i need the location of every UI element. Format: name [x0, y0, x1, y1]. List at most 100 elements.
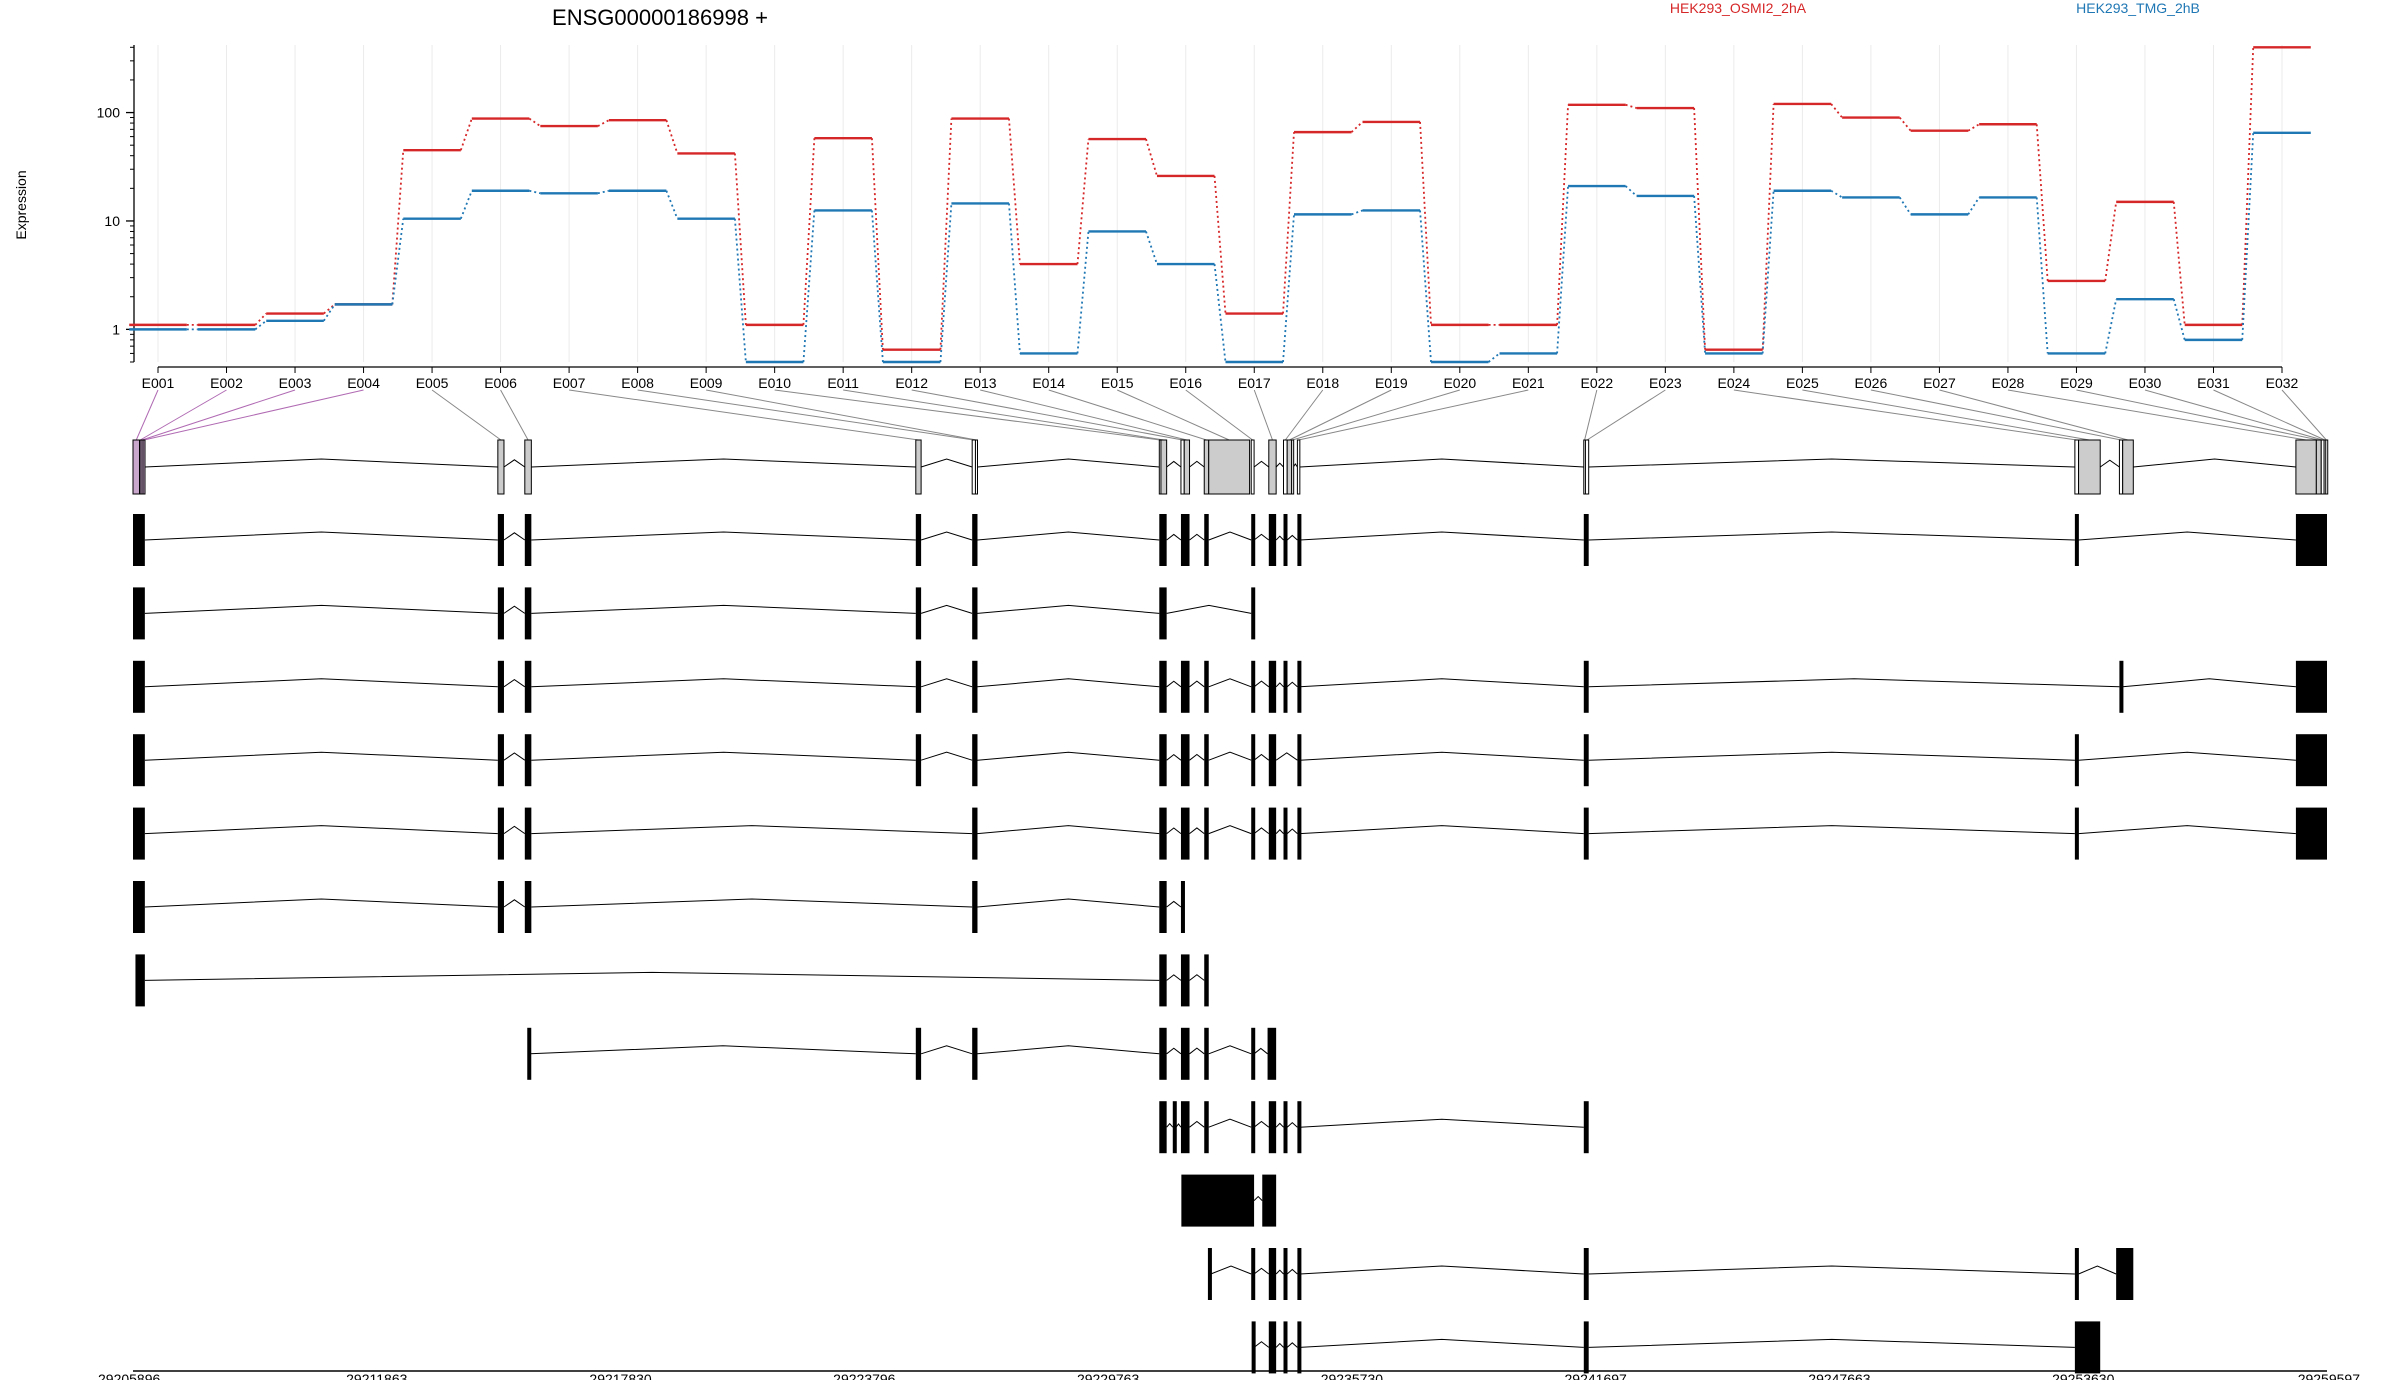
- transcript-intron: [1166, 753, 1182, 761]
- transcript-intron: [1253, 753, 1270, 761]
- transcript-intron: [1275, 829, 1284, 834]
- transcript-intron: [920, 531, 973, 541]
- exon-bin: [2122, 439, 2134, 495]
- transcript-exon: [1268, 514, 1277, 566]
- transcript-intron: [1286, 1342, 1298, 1348]
- transcript-intron: [920, 604, 973, 614]
- exon-bin-intron: [1253, 460, 1270, 468]
- exon-connector: [1586, 389, 1666, 441]
- transcript-exon: [133, 660, 145, 713]
- transcript-exon: [972, 660, 978, 713]
- x-tick-label: E016: [1169, 375, 1202, 391]
- transcript-intron: [1189, 753, 1205, 761]
- transcript-exon: [133, 514, 145, 566]
- transcript-intron: [531, 751, 916, 761]
- transcript-exon: [1251, 1248, 1256, 1300]
- exon-connector: [2007, 389, 2307, 441]
- transcript-intron: [1253, 533, 1270, 541]
- transcript-exon: [1159, 514, 1167, 566]
- transcript-intron: [1253, 1267, 1270, 1275]
- transcript-exon: [1283, 807, 1288, 860]
- transcript-exon: [1583, 1321, 1589, 1374]
- transcript-exon: [972, 514, 978, 566]
- transcript-exon: [915, 734, 922, 787]
- exon-connector: [911, 389, 1183, 441]
- transcript-intron: [1166, 827, 1182, 834]
- exon-bin: [1250, 439, 1255, 495]
- x-tick-label: E001: [142, 375, 175, 391]
- exon-connector: [1939, 389, 2129, 441]
- exon-bin-intron: [2133, 458, 2296, 468]
- transcript-exon: [524, 587, 532, 640]
- genomic-axis-label: 29211863: [346, 1371, 407, 1380]
- genomic-axis-label: 29259597: [2298, 1371, 2361, 1380]
- transcript-intron: [144, 678, 498, 688]
- genomic-axis-label: 29217830: [589, 1371, 652, 1380]
- x-tick-label: E002: [210, 375, 243, 391]
- x-tick-label: E030: [2129, 375, 2162, 391]
- exon-bin-intron: [977, 458, 1160, 468]
- x-tick-label: E014: [1032, 375, 1065, 391]
- y-tick-label: 100: [97, 105, 121, 121]
- y-tick-label: 10: [104, 213, 120, 229]
- exon-connector: [843, 389, 1164, 441]
- transcript-intron: [2122, 678, 2296, 688]
- transcript-intron: [1275, 535, 1284, 541]
- transcript-intron: [530, 1045, 916, 1055]
- transcript-intron: [1189, 827, 1205, 834]
- transcript-intron: [977, 825, 1160, 835]
- exon-bin-intron: [2099, 459, 2120, 468]
- transcript-intron: [1275, 1269, 1284, 1275]
- transcript-exon: [2295, 807, 2327, 860]
- exon-bin: [1160, 439, 1168, 495]
- transcript-intron: [1275, 752, 1298, 761]
- transcript-exon: [524, 660, 532, 713]
- transcript-exon: [1251, 1027, 1256, 1080]
- transcript-exon: [1251, 1321, 1256, 1374]
- transcript-exon: [1297, 1321, 1302, 1374]
- exon-connector: [1185, 389, 1253, 441]
- transcript-exon: [497, 587, 504, 640]
- series-2-connector: [186, 132, 2255, 363]
- exon-bin: [142, 439, 146, 495]
- exon-connector: [143, 389, 364, 441]
- transcript-exon: [133, 587, 145, 640]
- exon-connector: [980, 389, 1187, 441]
- transcript-intron: [1253, 827, 1270, 834]
- transcript-exon: [1583, 1248, 1589, 1300]
- transcript-intron: [1286, 1268, 1298, 1275]
- transcript-intron: [531, 604, 916, 614]
- transcript-intron: [1208, 825, 1252, 835]
- exon-bin-intron: [1189, 460, 1205, 468]
- exon-bin: [1291, 439, 1295, 495]
- exon-connector: [637, 389, 974, 441]
- x-tick-label: E010: [758, 375, 791, 391]
- transcript-exon: [1268, 1101, 1277, 1154]
- exon-bin: [2074, 439, 2080, 495]
- transcript-intron: [1175, 1123, 1182, 1128]
- transcript-intron: [503, 605, 526, 614]
- transcript-intron: [2078, 531, 2296, 541]
- transcript-exon: [1283, 1248, 1288, 1300]
- exon-connector: [2213, 389, 2326, 441]
- transcript-exon: [1251, 587, 1256, 640]
- exon-bin: [132, 439, 141, 495]
- transcript-intron: [1275, 1342, 1284, 1348]
- x-tick-label: E026: [1855, 375, 1888, 391]
- transcript-intron: [2078, 751, 2296, 761]
- transcript-intron: [1299, 751, 1584, 761]
- transcript-intron: [977, 678, 1160, 688]
- exon-connector: [141, 389, 296, 441]
- genomic-axis-label: 29235730: [1321, 1371, 1384, 1380]
- transcript-exon: [524, 807, 532, 860]
- transcript-exon: [1204, 1027, 1209, 1080]
- transcript-exon: [972, 587, 978, 640]
- transcript-intron: [1208, 1045, 1252, 1055]
- transcript-intron: [1286, 828, 1298, 834]
- transcript-exon: [1297, 660, 1302, 713]
- transcript-intron: [1588, 678, 2120, 688]
- transcript-intron: [503, 752, 526, 761]
- exon-connector: [431, 389, 502, 441]
- transcript-exon: [1181, 1174, 1255, 1227]
- transcript-intron: [920, 678, 973, 688]
